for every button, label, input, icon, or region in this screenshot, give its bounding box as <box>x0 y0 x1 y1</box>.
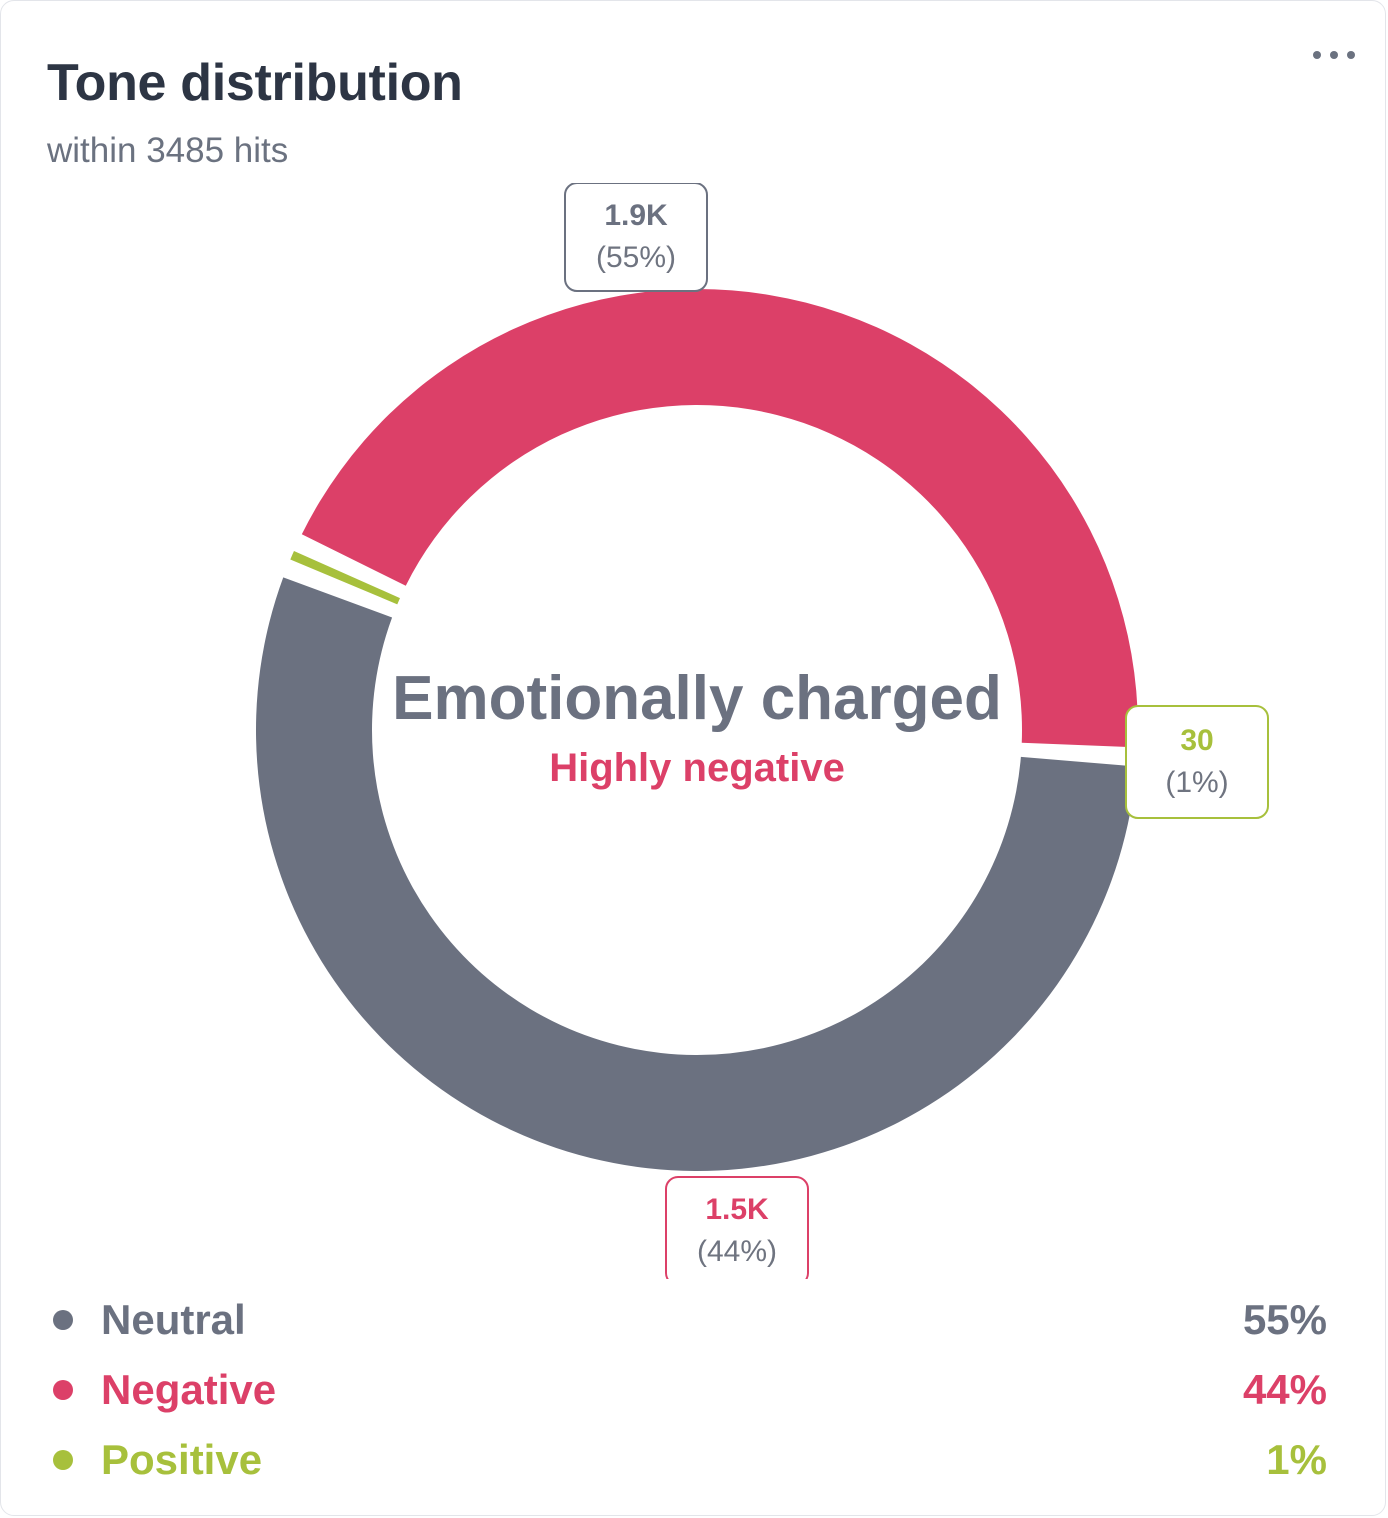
slice-percent-label: (1%) <box>1165 766 1228 799</box>
slice-label-box <box>1125 705 1269 819</box>
donut-slices <box>255 288 1138 1172</box>
legend-value: 1% <box>1266 1436 1327 1483</box>
slice-percent-label: (44%) <box>697 1235 777 1268</box>
slice-positive[interactable] <box>290 550 400 605</box>
legend-item-negative[interactable]: Negative 44% <box>47 1355 1327 1425</box>
slice-neutral[interactable] <box>255 577 1137 1172</box>
slice-label-negative: 1.5K (44%) <box>665 1176 809 1279</box>
legend-dot-icon <box>53 1450 73 1470</box>
slice-labels: 1.9K (55%) 30 (1%) 1.5K (44%) <box>564 183 1269 1279</box>
legend-label: Positive <box>101 1436 263 1483</box>
slice-label-neutral: 1.9K (55%) <box>564 183 708 292</box>
legend-value: 55% <box>1242 1296 1327 1343</box>
legend-item-neutral[interactable]: Neutral 55% <box>47 1285 1327 1355</box>
legend-dot-icon <box>53 1380 73 1400</box>
card-title: Tone distribution <box>47 54 463 112</box>
slice-label-box <box>665 1176 809 1279</box>
slice-percent-label: (55%) <box>596 241 676 274</box>
slice-label-positive: 30 (1%) <box>1125 705 1269 819</box>
slice-value-label: 30 <box>1180 724 1213 757</box>
center-title: Emotionally charged <box>392 664 1002 733</box>
card-subtitle: within 3485 hits <box>47 131 289 170</box>
more-horizontal-icon-dot <box>1347 51 1355 59</box>
slice-value-label: 1.9K <box>604 199 668 232</box>
more-options-button[interactable] <box>1305 37 1363 73</box>
legend-item-positive[interactable]: Positive 1% <box>47 1425 1327 1495</box>
legend-value: 44% <box>1242 1366 1327 1413</box>
slice-negative[interactable] <box>301 288 1138 748</box>
legend-dot-icon <box>53 1310 73 1330</box>
slice-label-box <box>564 183 708 292</box>
legend-label: Negative <box>101 1366 277 1413</box>
legend: Neutral 55% Negative 44% Positive 1% <box>47 1285 1327 1495</box>
more-horizontal-icon <box>1313 51 1321 59</box>
more-horizontal-icon-dot <box>1330 51 1338 59</box>
slice-value-label: 1.5K <box>705 1193 769 1226</box>
center-subtitle: Highly negative <box>549 746 845 790</box>
legend-label: Neutral <box>101 1296 246 1343</box>
